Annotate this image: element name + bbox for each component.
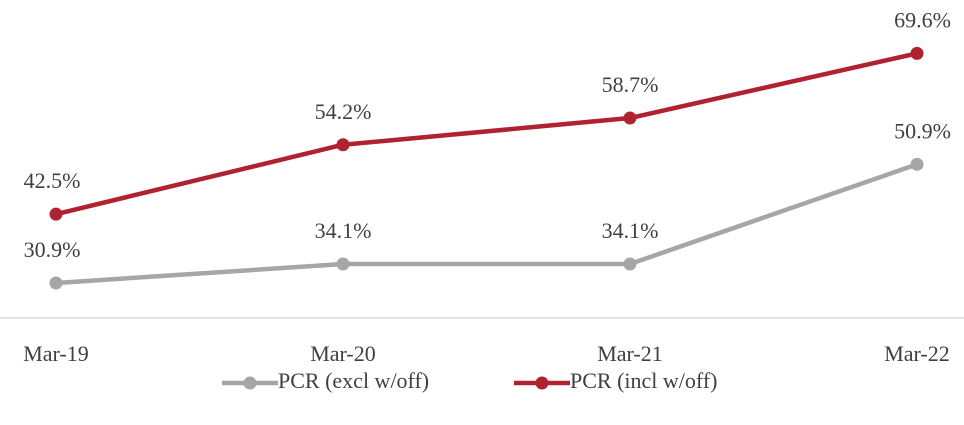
point: [910, 157, 924, 171]
x-tick-label: Mar-20: [310, 341, 376, 366]
data-label: 34.1%: [602, 218, 659, 243]
point: [623, 111, 637, 125]
data-label: 50.9%: [894, 118, 951, 143]
x-tick-label: Mar-22: [884, 341, 950, 366]
data-label: 34.1%: [315, 218, 372, 243]
legend-marker: [535, 376, 549, 390]
x-tick-label: Mar-21: [597, 341, 663, 366]
legend-marker: [243, 376, 257, 390]
legend-label: PCR (excl w/off): [278, 368, 429, 393]
point: [623, 257, 637, 271]
point: [910, 46, 924, 60]
point: [49, 207, 63, 221]
point: [336, 257, 350, 271]
point: [336, 138, 350, 152]
series-line: [55, 51, 918, 217]
data-label: 30.9%: [24, 237, 81, 262]
series-line: [55, 162, 918, 286]
point: [49, 276, 63, 290]
data-label: 58.7%: [602, 72, 659, 97]
data-label: 54.2%: [315, 99, 372, 124]
data-label: 42.5%: [24, 168, 81, 193]
x-tick-label: Mar-19: [23, 341, 89, 366]
data-label: 69.6%: [894, 7, 951, 32]
legend-label: PCR (incl w/off): [570, 368, 717, 393]
